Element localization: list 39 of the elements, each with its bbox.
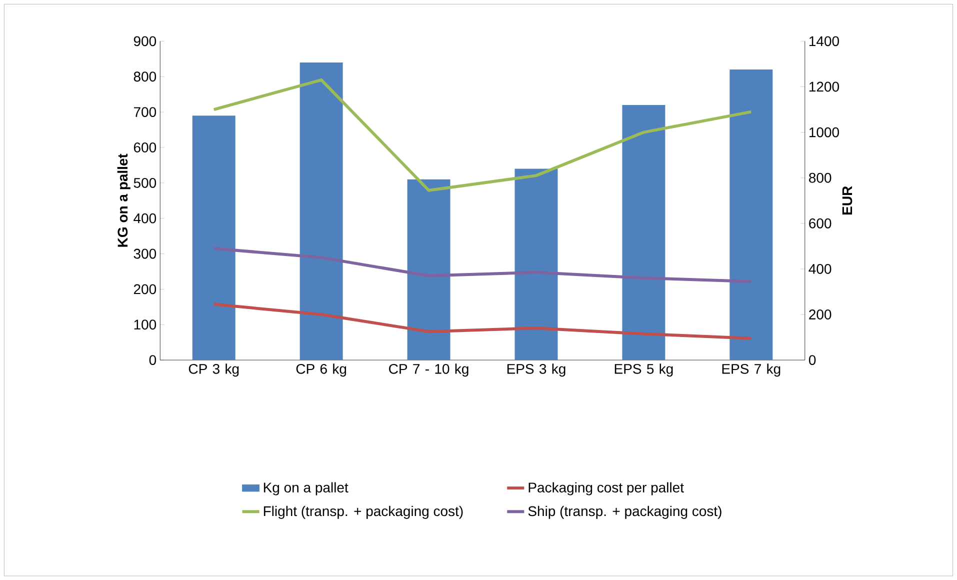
legend-label: Ship (transp. + packaging cost) (528, 506, 722, 519)
bar (514, 168, 558, 360)
y2-tick-label: 1000 (809, 127, 839, 138)
bar (407, 179, 450, 360)
y2-tick-label: 1400 (809, 36, 839, 46)
legend-label: Packaging cost per pallet (528, 482, 684, 496)
y-tick-label: 200 (134, 284, 156, 294)
legend-label: Kg on a pallet (264, 482, 348, 496)
legend-label: Flight (transp. + packaging cost) (264, 506, 463, 519)
y2-tick-label: 400 (808, 264, 832, 274)
y-tick-label: 700 (134, 107, 156, 117)
y-tick-label: 600 (134, 142, 156, 152)
bar (192, 116, 236, 360)
y2-tick-label: 200 (809, 309, 832, 320)
y-tick-label: 0 (149, 355, 156, 365)
line-series (212, 302, 753, 340)
y-tick-label: 300 (134, 248, 156, 259)
y2-tick-label: 1200 (809, 82, 839, 92)
y-tick-label: 800 (134, 72, 156, 82)
y-tick-label: 400 (134, 213, 156, 224)
y-tick-label: 900 (134, 36, 156, 46)
line-series (212, 246, 753, 283)
bar (730, 69, 773, 360)
x-tick-label: EPS 7 kg (722, 364, 780, 377)
x-tick-label: CP 7 - 10 kg (389, 364, 468, 377)
y-tick-label: 500 (134, 178, 156, 188)
y-tick-label: 100 (134, 320, 156, 330)
y2-tick-label: 600 (809, 218, 832, 228)
y2-tick-label: 800 (809, 172, 832, 183)
x-tick-label: EPS 5 kg (614, 364, 673, 377)
x-tick-label: EPS 3 kg (507, 364, 566, 377)
y2-axis-title: EUR (842, 186, 852, 214)
x-tick-label: CP 6 kg (296, 364, 346, 377)
bar (300, 62, 343, 360)
y-axis-title: KG on a pallet (117, 154, 130, 247)
x-tick-label: CP 3 kg (188, 364, 239, 377)
y2-tick-label: 0 (808, 355, 816, 365)
line-series (212, 78, 753, 192)
bar (622, 104, 666, 360)
